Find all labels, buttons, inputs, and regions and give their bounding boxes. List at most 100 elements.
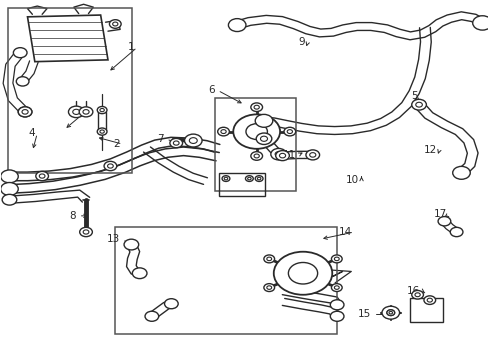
- Circle shape: [250, 152, 262, 160]
- Circle shape: [233, 114, 280, 149]
- Circle shape: [100, 130, 104, 133]
- Circle shape: [16, 77, 29, 86]
- Bar: [409, 298, 443, 321]
- Circle shape: [2, 194, 17, 205]
- Circle shape: [288, 262, 317, 284]
- Circle shape: [169, 138, 182, 148]
- Circle shape: [83, 109, 89, 114]
- Circle shape: [266, 286, 271, 289]
- Circle shape: [254, 105, 259, 109]
- Circle shape: [264, 284, 274, 292]
- Circle shape: [132, 268, 147, 279]
- Circle shape: [334, 257, 339, 261]
- Circle shape: [415, 102, 422, 107]
- Text: 1: 1: [128, 42, 135, 52]
- Text: 11: 11: [282, 150, 295, 160]
- Circle shape: [68, 106, 84, 118]
- Circle shape: [222, 176, 229, 181]
- Circle shape: [273, 252, 331, 295]
- Circle shape: [257, 177, 261, 180]
- Circle shape: [254, 154, 259, 158]
- Circle shape: [228, 19, 245, 32]
- Text: 2: 2: [113, 139, 120, 149]
- Text: 17: 17: [433, 209, 446, 219]
- Circle shape: [124, 239, 139, 250]
- Circle shape: [331, 255, 342, 263]
- Text: 4: 4: [28, 129, 35, 138]
- Circle shape: [423, 296, 435, 305]
- Circle shape: [112, 22, 118, 26]
- Circle shape: [164, 299, 178, 309]
- Circle shape: [256, 133, 271, 144]
- Circle shape: [97, 128, 107, 135]
- Circle shape: [145, 311, 158, 321]
- Circle shape: [270, 148, 286, 160]
- Circle shape: [386, 310, 394, 316]
- Circle shape: [330, 300, 343, 310]
- Circle shape: [107, 164, 113, 168]
- Bar: [215, 98, 295, 191]
- Circle shape: [255, 114, 272, 127]
- Text: 16: 16: [406, 286, 419, 296]
- Text: 3: 3: [72, 111, 79, 121]
- Circle shape: [331, 284, 342, 292]
- Circle shape: [411, 99, 426, 110]
- Circle shape: [104, 161, 117, 171]
- Circle shape: [330, 311, 343, 321]
- Text: 13: 13: [107, 234, 120, 244]
- Circle shape: [18, 107, 32, 117]
- Bar: [219, 173, 265, 196]
- Circle shape: [79, 107, 93, 117]
- Circle shape: [255, 176, 263, 181]
- Circle shape: [427, 298, 431, 302]
- Text: 7: 7: [157, 134, 163, 144]
- Circle shape: [388, 311, 392, 314]
- Circle shape: [83, 230, 89, 234]
- Circle shape: [266, 257, 271, 261]
- Circle shape: [73, 109, 80, 114]
- Circle shape: [189, 138, 197, 143]
- Circle shape: [381, 306, 399, 319]
- Circle shape: [472, 16, 488, 30]
- Text: 12: 12: [423, 144, 436, 154]
- Circle shape: [275, 152, 282, 157]
- Text: 14: 14: [338, 227, 351, 237]
- Circle shape: [386, 310, 394, 316]
- Circle shape: [22, 109, 28, 114]
- Circle shape: [221, 130, 226, 134]
- Bar: [115, 226, 336, 334]
- Text: 9: 9: [298, 37, 305, 47]
- Circle shape: [18, 107, 32, 117]
- Circle shape: [109, 20, 121, 28]
- Circle shape: [245, 124, 267, 139]
- Circle shape: [173, 141, 179, 145]
- Text: 15: 15: [357, 310, 370, 319]
- Circle shape: [13, 48, 27, 58]
- Circle shape: [247, 177, 251, 180]
- Circle shape: [0, 170, 18, 183]
- Circle shape: [279, 153, 285, 158]
- Text: 10: 10: [345, 175, 358, 185]
- Circle shape: [449, 227, 462, 237]
- Text: 8: 8: [69, 211, 76, 221]
- Circle shape: [36, 171, 48, 181]
- Circle shape: [184, 134, 202, 147]
- Text: 5: 5: [410, 91, 417, 101]
- Circle shape: [284, 127, 295, 136]
- Circle shape: [245, 176, 253, 181]
- Circle shape: [437, 217, 450, 226]
- Circle shape: [260, 136, 267, 141]
- Bar: [8, 8, 132, 173]
- Circle shape: [452, 166, 469, 179]
- Circle shape: [100, 108, 104, 112]
- Circle shape: [334, 286, 339, 289]
- Circle shape: [286, 130, 292, 134]
- Circle shape: [411, 291, 423, 299]
- Circle shape: [224, 177, 227, 180]
- Circle shape: [275, 150, 289, 161]
- Circle shape: [80, 227, 92, 237]
- Circle shape: [39, 174, 45, 178]
- Text: 6: 6: [208, 85, 215, 95]
- Circle shape: [305, 150, 319, 160]
- Circle shape: [97, 107, 107, 114]
